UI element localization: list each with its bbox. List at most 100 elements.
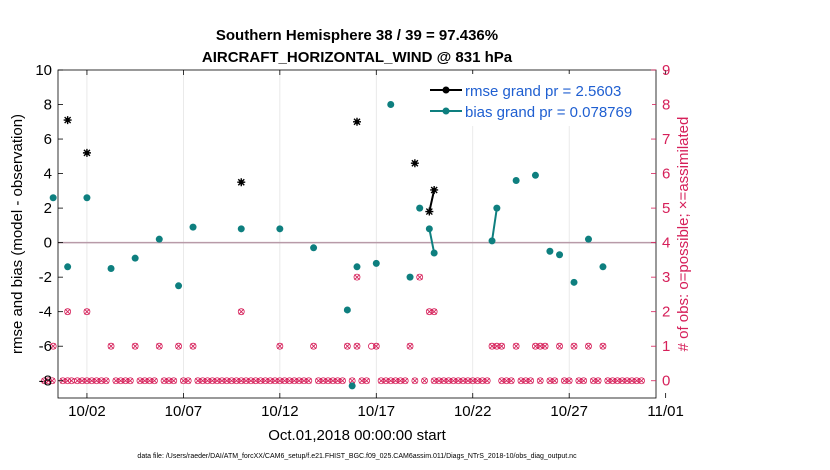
obs-assimilated-marker xyxy=(450,377,457,384)
obs-possible-marker xyxy=(266,377,274,385)
obs-possible-marker xyxy=(315,377,322,385)
bias-point xyxy=(425,225,433,233)
obs-assimilated-marker xyxy=(64,308,71,315)
obs-possible-marker xyxy=(454,377,462,385)
y2-axis-label: # of obs: o=possible; ×=assimilated xyxy=(675,117,692,352)
y2-tick-label: 2 xyxy=(662,304,670,321)
obs-possible-marker xyxy=(575,377,583,385)
bias-point xyxy=(107,265,115,273)
bias-point xyxy=(310,244,318,252)
obs-assimilated-marker xyxy=(373,343,380,350)
obs-possible-marker xyxy=(204,377,211,385)
obs-assimilated-marker xyxy=(484,377,491,384)
obs-possible-marker xyxy=(237,377,245,385)
obs-possible-marker xyxy=(358,377,366,385)
obs-possible-marker xyxy=(208,377,216,385)
obs-possible-marker xyxy=(488,342,496,350)
obs-assimilated-marker xyxy=(272,377,278,384)
bias-point xyxy=(276,225,284,233)
obs-possible-marker xyxy=(416,273,424,281)
obs-possible-marker xyxy=(319,377,327,385)
obs-possible-marker xyxy=(295,377,303,385)
obs-possible-marker xyxy=(160,377,168,385)
bias-point xyxy=(353,263,361,271)
obs-assimilated-marker xyxy=(624,377,630,384)
obs-possible-marker xyxy=(614,377,621,385)
obs-assimilated-marker xyxy=(276,343,283,350)
obs-assimilated-marker xyxy=(561,377,568,384)
y2-tick-label: 3 xyxy=(662,269,670,286)
obs-assimilated-marker xyxy=(112,377,119,384)
obs-possible-marker xyxy=(276,377,284,385)
obs-possible-marker xyxy=(478,377,486,385)
y-tick-label: 10 xyxy=(35,62,52,79)
obs-assimilated-marker xyxy=(180,377,187,384)
obs-assimilated-marker xyxy=(204,377,211,384)
obs-possible-marker xyxy=(498,377,506,385)
obs-assimilated-marker xyxy=(98,377,105,384)
obs-assimilated-marker xyxy=(175,343,182,350)
obs-assimilated-marker xyxy=(469,377,476,384)
obs-possible-marker xyxy=(213,377,221,385)
obs-possible-marker xyxy=(170,377,178,385)
obs-possible-marker xyxy=(527,377,535,385)
obs-possible-marker xyxy=(49,342,57,350)
obs-assimilated-marker xyxy=(108,343,114,350)
obs-possible-marker xyxy=(281,377,289,385)
obs-possible-marker xyxy=(585,342,592,350)
bias-point xyxy=(348,382,356,390)
y-tick-label: 8 xyxy=(44,97,52,114)
obs-assimilated-marker xyxy=(84,377,90,384)
obs-assimilated-marker xyxy=(421,377,428,384)
obs-assimilated-marker xyxy=(440,377,447,384)
obs-assimilated-marker xyxy=(436,377,442,384)
obs-assimilated-marker xyxy=(402,377,409,384)
obs-assimilated-marker xyxy=(228,377,235,384)
bias-point xyxy=(372,259,380,267)
obs-possible-marker xyxy=(73,377,81,385)
obs-possible-marker xyxy=(237,308,245,316)
x-tick-label: 10/22 xyxy=(454,403,492,420)
obs-possible-marker xyxy=(430,377,438,385)
obs-assimilated-marker xyxy=(407,343,413,350)
obs-assimilated-marker xyxy=(431,377,438,384)
footnote: data file: /Users/raeder/DAI/ATM_forcXX/… xyxy=(137,453,577,460)
obs-assimilated-marker xyxy=(537,343,544,350)
obs-possible-marker xyxy=(618,377,626,385)
obs-assimilated-marker xyxy=(88,377,95,384)
obs-possible-marker xyxy=(406,342,414,350)
obs-assimilated-marker xyxy=(411,377,418,384)
y-tick-label: 2 xyxy=(44,200,52,217)
legend-box xyxy=(420,74,652,126)
chart-title-line2: AIRCRAFT_HORIZONTAL_WIND @ 831 hPa xyxy=(202,49,513,66)
obs-assimilated-marker xyxy=(537,377,544,384)
y-tick-label: 4 xyxy=(44,166,52,183)
obs-possible-marker xyxy=(353,273,361,281)
legend-rmse-marker xyxy=(442,86,450,94)
obs-assimilated-marker xyxy=(315,377,322,384)
obs-assimilated-marker xyxy=(166,377,172,384)
obs-assimilated-marker xyxy=(349,377,356,384)
bias-point xyxy=(570,278,578,286)
obs-possible-marker xyxy=(242,377,250,385)
rmse-point-core xyxy=(412,161,418,166)
obs-assimilated-marker xyxy=(614,377,621,384)
bias-point xyxy=(599,263,607,271)
obs-assimilated-marker xyxy=(238,308,245,315)
bias-point xyxy=(488,237,496,245)
obs-possible-marker xyxy=(41,377,48,385)
x-tick-label: 10/12 xyxy=(261,403,299,420)
rmse-point-core xyxy=(354,119,360,124)
obs-assimilated-marker xyxy=(354,343,360,350)
obs-possible-marker xyxy=(459,377,467,385)
obs-assimilated-marker xyxy=(276,377,283,384)
obs-assimilated-marker xyxy=(219,377,225,384)
obs-possible-marker xyxy=(189,342,197,350)
obs-assimilated-marker xyxy=(508,377,515,384)
obs-assimilated-marker xyxy=(151,377,158,384)
obs-assimilated-marker xyxy=(325,377,331,384)
bias-point xyxy=(416,204,424,212)
obs-assimilated-marker xyxy=(604,377,611,384)
obs-assimilated-marker xyxy=(575,377,582,384)
